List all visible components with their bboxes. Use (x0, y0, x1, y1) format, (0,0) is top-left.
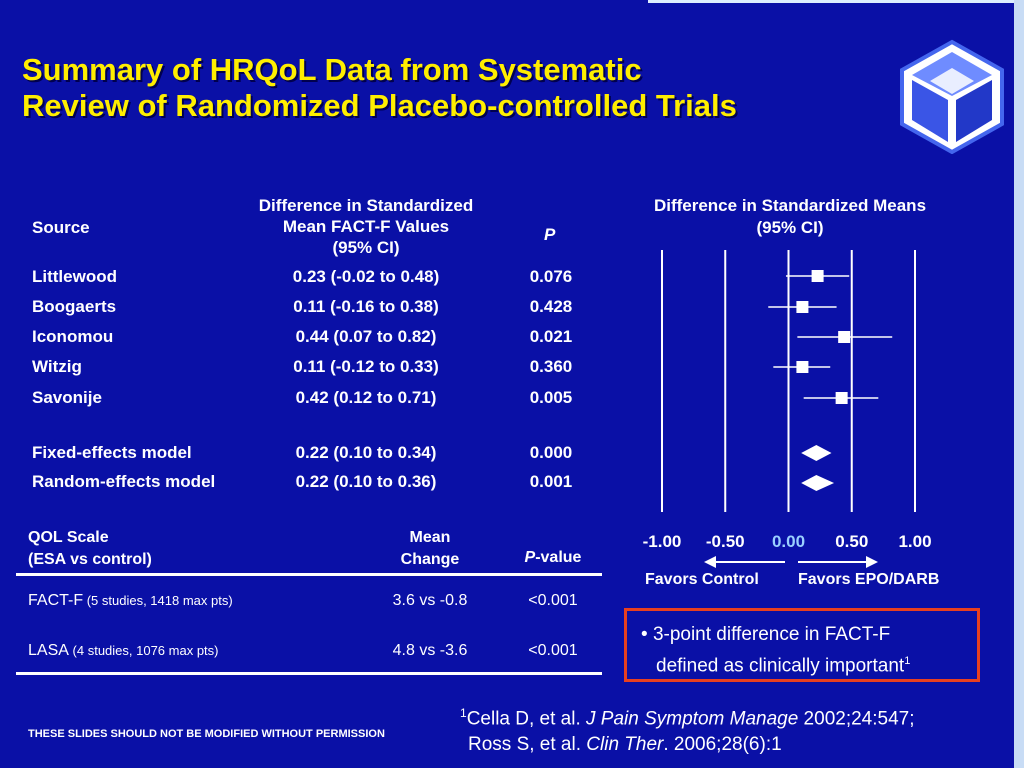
callout-line-1: • 3-point difference in FACT-F (641, 624, 891, 645)
qol-row-scale-name: LASA (28, 642, 69, 659)
row-p: 0.005 (529, 388, 573, 407)
row-ci: 0.42 (0.12 to 0.71) (295, 388, 437, 407)
favors-epo-arrowhead (866, 556, 878, 568)
header-source: Source (32, 218, 90, 237)
forest-plot-title: Difference in Standardized Means (95% CI… (610, 195, 970, 239)
callout-text-2: defined as clinically important (656, 655, 905, 677)
forest-plot-title-line-2: (95% CI) (756, 218, 824, 237)
qol-header-scale-line-1: QOL Scale (28, 529, 109, 546)
row-ci: 0.22 (0.10 to 0.36) (295, 472, 437, 491)
row-source: Boogaerts (32, 297, 117, 316)
qol-header-p-italic: P (524, 549, 536, 566)
slide-title: Summary of HRQoL Data from Systematic Re… (22, 52, 882, 124)
corner-decoration (648, 0, 1024, 3)
reference-1-rest: 2002;24:547; (798, 708, 915, 730)
pooled-diamond (801, 445, 832, 461)
permission-notice: THESE SLIDES SHOULD NOT BE MODIFIED WITH… (28, 728, 385, 740)
point-estimate (796, 361, 809, 373)
reference-1: 1Cella D, et al. J Pain Symptom Manage 2… (460, 706, 915, 730)
row-ci: 0.11 (-0.16 to 0.38) (293, 297, 439, 316)
callout-line-2: defined as clinically important1 (641, 648, 977, 679)
point-estimate (835, 392, 848, 404)
qol-row-scale-name: FACT-F (28, 592, 84, 609)
row-p: 0.076 (529, 267, 573, 286)
row-p: 0.021 (529, 327, 573, 346)
tick-label: 1.00 (898, 532, 932, 551)
qol-header-p: P-value (508, 549, 598, 567)
reference-1-authors: Cella D, et al. (466, 708, 587, 730)
point-estimate (838, 331, 851, 343)
qol-header-scale: QOL Scale (ESA vs control) (28, 527, 152, 571)
qol-row-change: 3.6 vs -0.8 (392, 592, 468, 609)
row-source: Fixed-effects model (32, 443, 192, 462)
slide-title-line-2: Review of Randomized Placebo-controlled … (22, 88, 737, 123)
callout-sup: 1 (904, 655, 911, 667)
row-source: Witzig (32, 357, 82, 376)
tick-label: -1.00 (642, 532, 682, 551)
favors-control-label: Favors Control (645, 571, 759, 588)
forest-plot-title-line-1: Difference in Standardized Means (653, 196, 927, 215)
qol-table-top-rule (16, 573, 602, 576)
row-ci: 0.22 (0.10 to 0.34) (295, 443, 437, 462)
qol-row-scale-detail: (5 studies, 1418 max pts) (83, 593, 233, 608)
pooled-diamond (801, 475, 835, 491)
row-source: Savonije (32, 388, 102, 407)
row-p: 0.360 (529, 357, 573, 376)
reference-1-sup: 1 (460, 706, 467, 720)
tick-label: 0.50 (835, 532, 869, 551)
row-ci: 0.23 (-0.02 to 0.48) (292, 267, 440, 286)
slide-title-line-1: Summary of HRQoL Data from Systematic (22, 52, 642, 87)
qol-row-scale: LASA (4 studies, 1076 max pts) (28, 642, 219, 660)
point-estimate (796, 301, 809, 313)
favors-epo-label: Favors EPO/DARB (798, 571, 940, 588)
reference-2-authors: Ross S, et al. (468, 734, 587, 755)
header-difference-line-3: (95% CI) (332, 238, 400, 257)
qol-row-p: <0.001 (528, 642, 578, 659)
qol-header-mean: Mean Change (380, 527, 480, 571)
cube-logo-icon (900, 39, 1004, 154)
row-source: Iconomou (32, 327, 114, 346)
qol-header-mean-line-2: Change (400, 551, 460, 568)
row-ci: 0.11 (-0.12 to 0.33) (293, 357, 439, 376)
reference-2: Ross S, et al. Clin Ther. 2006;28(6):1 (468, 734, 782, 756)
callout-box: • 3-point difference in FACT-F defined a… (624, 608, 980, 682)
row-ci: 0.44 (0.07 to 0.82) (295, 327, 437, 346)
header-difference: Difference in Standardized Mean FACT-F V… (230, 195, 502, 258)
row-source: Littlewood (32, 267, 117, 286)
edge-decoration (1014, 0, 1024, 768)
favors-control-arrowhead (704, 556, 716, 568)
qol-row-change: 4.8 vs -3.6 (392, 642, 468, 659)
point-estimate (811, 270, 824, 282)
row-p: 0.428 (529, 297, 573, 316)
header-difference-line-2: Mean FACT-F Values (282, 217, 450, 236)
reference-1-journal: J Pain Symptom Manage (586, 708, 799, 730)
row-source: Random-effects model (32, 472, 216, 491)
qol-row-p: <0.001 (528, 592, 578, 609)
reference-2-rest: . 2006;28(6):1 (663, 734, 782, 755)
callout-text: 3-point difference in FACT-F (652, 624, 891, 645)
header-p: P (544, 225, 556, 244)
qol-table-bottom-rule (16, 672, 602, 675)
header-difference-line-1: Difference in Standardized (258, 196, 474, 215)
qol-row-scale-detail: (4 studies, 1076 max pts) (68, 643, 219, 658)
qol-header-p-rest: -value (535, 549, 582, 566)
reference-2-journal: Clin Ther (586, 734, 664, 755)
qol-header-mean-line-1: Mean (409, 529, 451, 546)
row-p: 0.001 (529, 472, 573, 491)
qol-header-scale-line-2: (ESA vs control) (28, 551, 152, 568)
qol-row-scale: FACT-F (5 studies, 1418 max pts) (28, 592, 233, 610)
tick-label: 0.00 (771, 532, 806, 551)
tick-label: -0.50 (705, 532, 745, 551)
row-p: 0.000 (529, 443, 573, 462)
